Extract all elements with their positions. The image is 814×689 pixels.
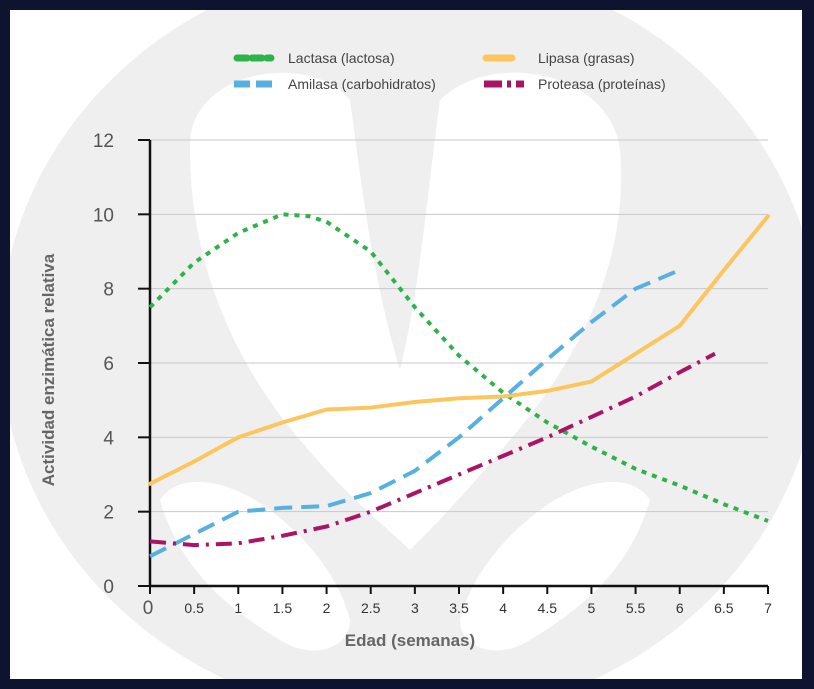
- legend-label-1: Lipasa (grasas): [538, 50, 635, 66]
- y-tick-label-2: 4: [103, 428, 114, 449]
- series-line-3: [149, 351, 716, 548]
- legend-item-3: Proteasa (proteínas): [484, 76, 666, 92]
- series-line-0: [148, 212, 769, 523]
- x-tick-label-14: 7: [764, 600, 772, 616]
- y-tick-labels: 0 2 4 6 8 10 12: [93, 131, 115, 598]
- x-axis-label: Edad (semanas): [345, 631, 475, 650]
- y-tick-label-5: 10: [93, 205, 114, 226]
- x-tick-label-2: 1: [234, 600, 242, 616]
- x-tick-label-13: 6.5: [714, 600, 734, 616]
- x-tick-label-1: 0.5: [184, 600, 204, 616]
- y-tick-label-4: 8: [103, 280, 114, 301]
- y-tick-label-0: 0: [103, 577, 114, 598]
- y-axis-label: Actividad enzimática relativa: [39, 253, 58, 486]
- legend-label-0: Lactasa (lactosa): [288, 50, 395, 66]
- series-line-1: [148, 214, 770, 486]
- series-line-2: [149, 268, 681, 559]
- y-tick-label-6: 12: [93, 131, 114, 152]
- legend: Lactasa (lactosa) Lipasa (grasas) Amilasa …: [233, 50, 666, 92]
- axes: [138, 139, 769, 594]
- x-tick-label-7: 3.5: [449, 600, 469, 616]
- legend-label-2: Amilasa (carbohidratos): [288, 76, 436, 92]
- x-tick-labels: 0 0.5 1 1.5 2 2.5 3 3.5 4 4.5 5 5.5 6 6.5 7: [143, 598, 772, 619]
- x-tick-label-8: 4: [499, 600, 507, 616]
- x-tick-label-12: 6: [676, 600, 684, 616]
- legend-item-0: Lactasa (lactosa): [233, 50, 395, 66]
- x-tick-label-6: 3: [411, 600, 419, 616]
- x-tick-label-3: 1.5: [273, 600, 293, 616]
- x-tick-label-4: 2: [323, 600, 331, 616]
- legend-item-1: Lipasa (grasas): [482, 50, 635, 66]
- y-tick-label-1: 2: [103, 503, 114, 524]
- x-tick-label-10: 5: [588, 600, 596, 616]
- legend-item-2: Amilasa (carbohidratos): [234, 76, 436, 92]
- chart-frame: 0 2 4 6 8 10 12 0 0.5 1 1.5 2 2.5 3 3.5 4 4.5 5 5.5 6 6.5 7 …: [10, 10, 802, 679]
- y-tick-label-3: 6: [103, 354, 114, 375]
- x-tick-label-5: 2.5: [361, 600, 381, 616]
- x-tick-label-0: 0: [143, 598, 154, 619]
- x-tick-label-11: 5.5: [626, 600, 646, 616]
- legend-label-3: Proteasa (proteínas): [538, 76, 666, 92]
- data-series: [148, 212, 770, 559]
- watermark: [10, 10, 802, 679]
- x-tick-label-9: 4.5: [538, 600, 558, 616]
